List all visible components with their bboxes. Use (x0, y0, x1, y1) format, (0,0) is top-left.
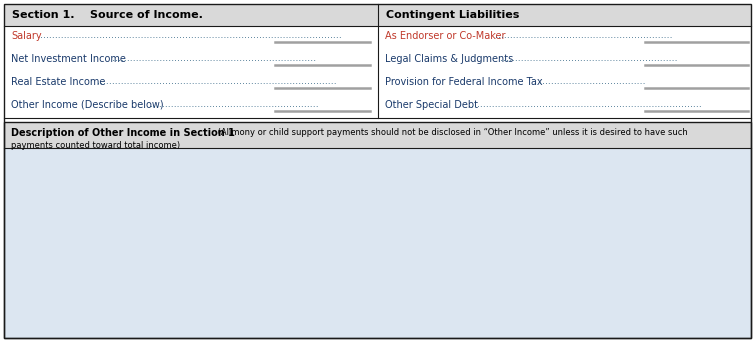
Text: As Endorser or Co-Maker: As Endorser or Co-Maker (385, 31, 506, 41)
Text: …………………………………………………………………………………………: ………………………………………………………………………………………… (40, 31, 341, 40)
Text: Salary: Salary (11, 31, 42, 41)
Bar (4, 118, 751, 122)
Text: Other Special Debt: Other Special Debt (385, 100, 478, 110)
Bar (4, 148, 751, 338)
Bar (4, 4, 751, 26)
Text: ……………………………………………………: …………………………………………………… (501, 54, 678, 63)
Text: Section 1.    Source of Income.: Section 1. Source of Income. (12, 10, 203, 20)
Text: Legal Claims & Judgments: Legal Claims & Judgments (385, 54, 513, 64)
Text: ……………………………………………………: …………………………………………………… (495, 31, 673, 40)
Text: payments counted toward total income): payments counted toward total income) (11, 141, 180, 150)
Bar (4, 122, 751, 338)
Text: Contingent Liabilities: Contingent Liabilities (386, 10, 519, 20)
Text: Description of Other Income in Section 1: Description of Other Income in Section 1 (11, 128, 235, 138)
Text: ……………………………………………………………: …………………………………………………………… (112, 54, 316, 63)
Text: Other Income (Describe below): Other Income (Describe below) (11, 100, 164, 110)
Bar (4, 26, 751, 118)
Text: Provision for Federal Income Tax: Provision for Federal Income Tax (385, 77, 543, 87)
Text: ……………………………………………………………………: …………………………………………………………………… (471, 100, 702, 109)
Text: Real Estate Income: Real Estate Income (11, 77, 106, 87)
Text: ………………………………: ……………………………… (538, 77, 645, 86)
Text: …………………………………………………: ………………………………………………… (150, 100, 319, 109)
Text: ………………………………………………………………………: ……………………………………………………………………… (97, 77, 337, 86)
Text: (Alimony or child support payments should not be disclosed in “Other Income” unl: (Alimony or child support payments shoul… (215, 128, 688, 137)
Text: Net Investment Income: Net Investment Income (11, 54, 126, 64)
Bar (4, 122, 751, 148)
